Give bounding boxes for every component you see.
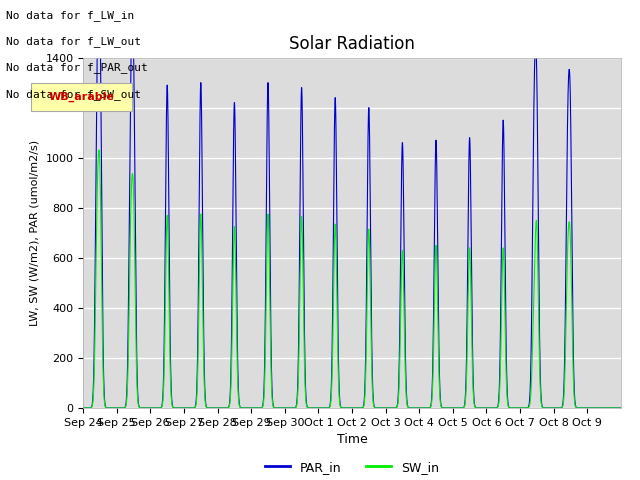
PAR_in [617,405,625,411]
PAR_in [321,405,328,411]
SW_in [483,405,491,411]
Text: No data for f_LW_in: No data for f_LW_in [6,10,134,21]
PAR_in [219,405,227,411]
PAR_in [79,405,87,411]
PAR_in [244,405,252,411]
Text: WB_arable: WB_arable [49,92,115,102]
Text: No data for f_PAR_out: No data for f_PAR_out [6,62,148,73]
Y-axis label: LW, SW (W/m2), PAR (umol/m2/s): LW, SW (W/m2), PAR (umol/m2/s) [30,140,40,326]
X-axis label: Time: Time [337,433,367,446]
Text: No data for f_SW_out: No data for f_SW_out [6,89,141,100]
PAR_in [548,405,556,411]
SW_in [548,405,556,411]
Line: SW_in: SW_in [83,150,621,408]
Legend: PAR_in, SW_in: PAR_in, SW_in [260,456,444,479]
SW_in [79,405,87,411]
SW_in [95,147,103,153]
PAR_in [483,405,491,411]
Text: No data for f_LW_out: No data for f_LW_out [6,36,141,47]
Line: PAR_in: PAR_in [83,0,621,408]
Title: Solar Radiation: Solar Radiation [289,35,415,53]
PAR_in [99,251,106,257]
SW_in [219,405,227,411]
SW_in [321,405,328,411]
SW_in [617,405,625,411]
SW_in [244,405,252,411]
SW_in [99,313,106,319]
